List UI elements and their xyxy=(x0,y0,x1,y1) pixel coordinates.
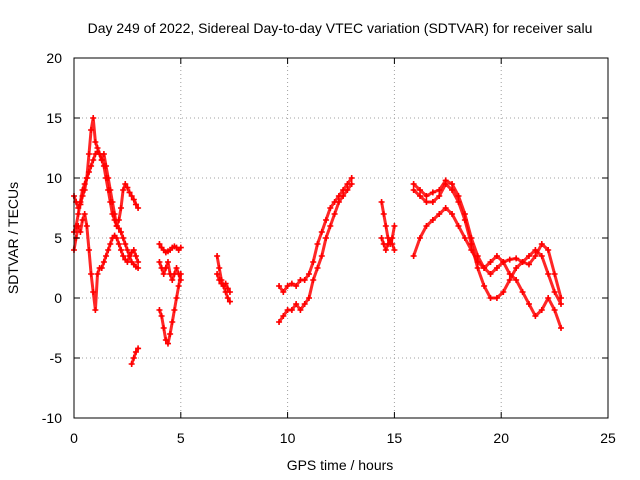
series-trace xyxy=(412,178,563,300)
x-axis-label: GPS time / hours xyxy=(287,457,394,473)
x-tick-label: 0 xyxy=(70,430,78,446)
y-tick-label: -5 xyxy=(50,350,63,366)
series-arc-d xyxy=(128,345,142,367)
y-tick-label: 5 xyxy=(54,230,62,246)
series-arc-p xyxy=(410,177,565,301)
x-tick-label: 25 xyxy=(600,430,616,446)
tick-labels: 0 5 10 15 20 25 -10 -5 0 5 10 15 20 xyxy=(42,50,616,446)
scatter-points xyxy=(71,115,565,367)
series-trace xyxy=(380,200,396,246)
chart-title: Day 249 of 2022, Sidereal Day-to-day VTE… xyxy=(88,20,593,36)
series-arc-o xyxy=(410,205,565,331)
y-axis-label: SDTVAR / TECUs xyxy=(5,182,21,294)
series-trace xyxy=(277,182,354,324)
series-arc-e xyxy=(156,271,184,347)
x-tick-label: 15 xyxy=(387,430,403,446)
series-arc-f xyxy=(156,241,184,256)
series-arc-k xyxy=(276,175,355,295)
x-tick-label: 10 xyxy=(280,430,296,446)
y-tick-label: 10 xyxy=(46,170,62,186)
series-arc-h xyxy=(214,253,233,305)
series-trace xyxy=(157,272,183,346)
x-tick-label: 20 xyxy=(493,430,509,446)
series-trace xyxy=(72,150,140,270)
series-arc-g xyxy=(156,259,184,283)
series-arc-m xyxy=(378,235,398,253)
y-tick-label: -10 xyxy=(42,410,62,426)
series-arc-c xyxy=(71,148,142,271)
series-trace xyxy=(157,260,183,282)
y-tick-label: 0 xyxy=(54,290,62,306)
series-trace xyxy=(72,212,140,312)
series-trace xyxy=(130,346,140,366)
x-tick-label: 5 xyxy=(177,430,185,446)
series-trace xyxy=(277,176,354,294)
axis-ticks xyxy=(73,57,609,419)
series-trace xyxy=(412,206,563,330)
series-trace xyxy=(157,242,183,254)
series-arc-i xyxy=(214,271,233,295)
grid xyxy=(74,58,608,418)
y-tick-label: 15 xyxy=(46,110,62,126)
series-trace xyxy=(380,236,396,252)
y-tick-label: 20 xyxy=(46,50,62,66)
series-trace xyxy=(215,272,232,294)
